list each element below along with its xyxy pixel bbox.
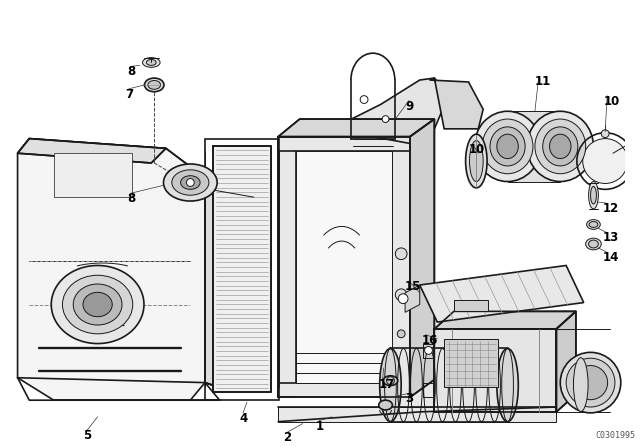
Text: 5: 5 xyxy=(83,430,92,443)
Polygon shape xyxy=(351,78,449,143)
Ellipse shape xyxy=(383,376,397,386)
Text: 1: 1 xyxy=(316,420,323,433)
Polygon shape xyxy=(278,407,556,422)
Text: 13: 13 xyxy=(602,231,618,244)
Bar xyxy=(444,339,498,388)
Polygon shape xyxy=(278,119,435,137)
Text: 16: 16 xyxy=(422,334,438,347)
Text: 4: 4 xyxy=(239,412,248,425)
Polygon shape xyxy=(435,329,556,412)
Ellipse shape xyxy=(589,222,598,228)
Polygon shape xyxy=(508,111,560,181)
Ellipse shape xyxy=(497,349,518,422)
Polygon shape xyxy=(405,285,420,312)
Text: 14: 14 xyxy=(602,251,619,264)
Ellipse shape xyxy=(601,130,609,138)
Ellipse shape xyxy=(186,179,195,186)
Text: 7: 7 xyxy=(125,88,133,101)
Text: 2: 2 xyxy=(283,431,291,444)
Text: 15: 15 xyxy=(405,280,422,293)
Ellipse shape xyxy=(396,248,407,260)
Ellipse shape xyxy=(497,134,518,159)
Ellipse shape xyxy=(147,60,156,65)
Text: 10: 10 xyxy=(468,143,484,156)
Text: 9: 9 xyxy=(405,99,413,112)
Ellipse shape xyxy=(379,400,392,410)
Ellipse shape xyxy=(83,293,112,317)
Ellipse shape xyxy=(560,353,621,413)
Ellipse shape xyxy=(163,164,217,201)
Ellipse shape xyxy=(589,181,598,209)
Ellipse shape xyxy=(382,116,389,122)
Polygon shape xyxy=(392,137,410,397)
Ellipse shape xyxy=(573,366,607,400)
Ellipse shape xyxy=(589,240,598,248)
Ellipse shape xyxy=(180,176,200,190)
Ellipse shape xyxy=(397,330,405,338)
Bar xyxy=(54,153,132,197)
Text: C0301995: C0301995 xyxy=(595,431,636,440)
Ellipse shape xyxy=(398,294,408,304)
Polygon shape xyxy=(278,137,296,397)
Bar xyxy=(296,151,392,383)
Ellipse shape xyxy=(424,346,433,354)
Ellipse shape xyxy=(148,81,161,89)
Ellipse shape xyxy=(465,134,487,188)
Ellipse shape xyxy=(73,284,122,325)
Ellipse shape xyxy=(543,127,578,166)
Ellipse shape xyxy=(490,127,525,166)
Ellipse shape xyxy=(396,289,407,301)
Ellipse shape xyxy=(586,238,601,250)
Ellipse shape xyxy=(482,119,533,174)
Text: 8: 8 xyxy=(127,192,135,205)
Ellipse shape xyxy=(172,170,209,195)
Polygon shape xyxy=(420,266,584,322)
Text: 3: 3 xyxy=(405,392,413,405)
Text: 8: 8 xyxy=(127,65,135,78)
Bar xyxy=(205,138,279,400)
Ellipse shape xyxy=(380,349,401,422)
Ellipse shape xyxy=(550,134,571,159)
Polygon shape xyxy=(454,300,488,311)
Polygon shape xyxy=(410,119,435,397)
Ellipse shape xyxy=(474,111,541,181)
Ellipse shape xyxy=(360,95,368,103)
Polygon shape xyxy=(212,146,271,392)
Ellipse shape xyxy=(143,58,160,67)
Ellipse shape xyxy=(527,111,593,181)
Polygon shape xyxy=(429,78,483,129)
Ellipse shape xyxy=(573,358,588,411)
Polygon shape xyxy=(435,311,576,329)
Text: 12: 12 xyxy=(602,202,618,215)
Ellipse shape xyxy=(51,266,144,344)
Polygon shape xyxy=(205,166,220,388)
Ellipse shape xyxy=(591,186,596,204)
Polygon shape xyxy=(390,349,508,422)
Text: 10: 10 xyxy=(604,95,620,108)
Ellipse shape xyxy=(145,78,164,92)
Polygon shape xyxy=(556,311,576,412)
Ellipse shape xyxy=(63,275,132,334)
Polygon shape xyxy=(278,137,410,151)
Ellipse shape xyxy=(583,138,628,184)
Text: 11: 11 xyxy=(535,75,551,88)
Polygon shape xyxy=(17,138,205,400)
Text: 17: 17 xyxy=(379,378,395,391)
Polygon shape xyxy=(278,383,410,397)
Ellipse shape xyxy=(535,119,586,174)
Ellipse shape xyxy=(566,358,615,407)
Ellipse shape xyxy=(470,141,483,181)
Ellipse shape xyxy=(587,220,600,229)
Polygon shape xyxy=(17,138,166,163)
